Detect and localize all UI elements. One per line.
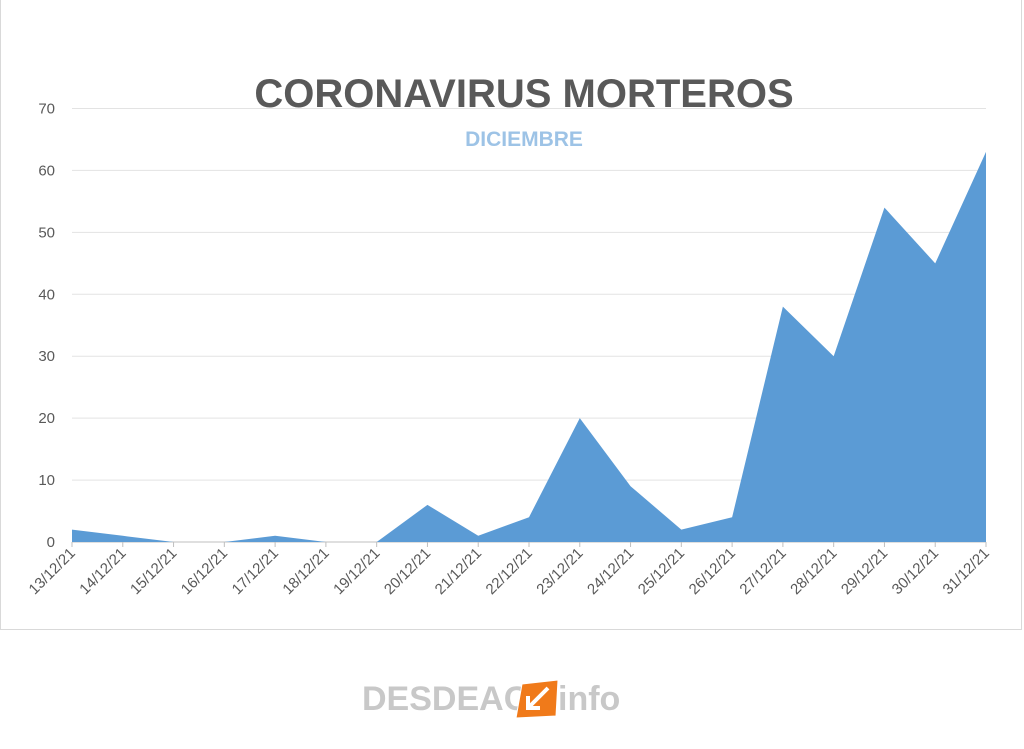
- y-tick-label: 0: [47, 534, 55, 551]
- x-tick-label: 27/12/21: [736, 545, 789, 598]
- y-tick-label: 50: [38, 224, 55, 241]
- x-tick-label: 30/12/21: [889, 545, 942, 598]
- y-tick-label: 30: [38, 348, 55, 365]
- x-tick-label: 26/12/21: [686, 545, 739, 598]
- y-tick-label: 70: [38, 101, 55, 118]
- x-tick-label: 23/12/21: [533, 545, 586, 598]
- desdeaca-logo: DESDEACA info: [362, 679, 620, 719]
- x-tick-label: 22/12/21: [483, 545, 536, 598]
- logo-suffix: info: [558, 680, 620, 718]
- x-tick-label: 17/12/21: [229, 545, 282, 598]
- x-tick-label: 15/12/21: [127, 545, 180, 598]
- y-axis: 0 10 20 30 40 50 60 70: [38, 101, 55, 552]
- x-tick-label: 21/12/21: [432, 545, 485, 598]
- x-tick-label: 25/12/21: [635, 545, 688, 598]
- y-tick-label: 10: [38, 472, 55, 489]
- y-tick-label: 40: [38, 286, 55, 303]
- area-series: [72, 151, 986, 542]
- x-tick-label: 24/12/21: [584, 545, 637, 598]
- x-tick-label: 16/12/21: [178, 545, 231, 598]
- x-tick-label: 28/12/21: [787, 545, 840, 598]
- x-tick-label: 31/12/21: [940, 545, 993, 598]
- chart-subtitle: DICIEMBRE: [465, 128, 583, 151]
- arrow-icon: [515, 679, 559, 719]
- area-chart: 0 10 20 30 40 50 60 70 13/12/2114/12/2115/12/21…: [26, 72, 993, 598]
- y-tick-label: 60: [38, 162, 55, 179]
- x-axis: 13/12/2114/12/2115/12/2116/12/2117/12/21…: [26, 542, 993, 598]
- chart-title: CORONAVIRUS MORTEROS: [254, 72, 793, 116]
- x-tick-label: 20/12/21: [381, 545, 434, 598]
- x-tick-label: 18/12/21: [279, 545, 332, 598]
- x-tick-label: 19/12/21: [330, 545, 383, 598]
- x-tick-label: 29/12/21: [838, 545, 891, 598]
- y-tick-label: 20: [38, 410, 55, 427]
- area-fill: [72, 151, 986, 542]
- x-tick-label: 14/12/21: [76, 545, 129, 598]
- x-tick-label: 13/12/21: [26, 545, 79, 598]
